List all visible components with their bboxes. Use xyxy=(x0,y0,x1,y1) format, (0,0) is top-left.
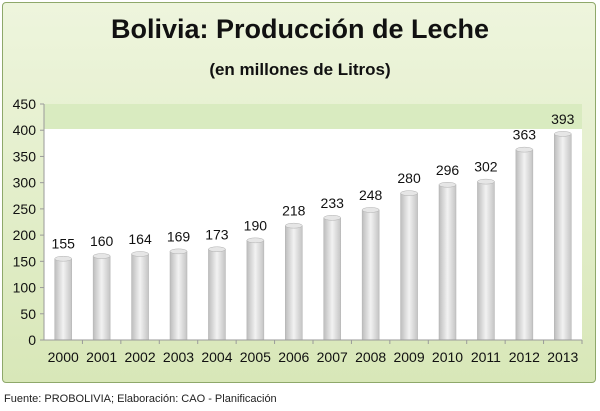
bar xyxy=(169,251,188,341)
bar-top xyxy=(477,178,495,185)
bar-top xyxy=(208,246,226,253)
x-tick-label: 2000 xyxy=(48,349,79,365)
data-label: 169 xyxy=(167,228,191,244)
data-label: 173 xyxy=(205,226,229,242)
x-tick-label: 2013 xyxy=(547,349,578,365)
bar xyxy=(554,133,572,341)
data-label: 393 xyxy=(551,111,575,127)
data-label: 190 xyxy=(244,217,268,233)
data-label: 302 xyxy=(474,159,498,175)
bar-top xyxy=(361,207,380,213)
bar xyxy=(54,258,72,341)
y-tick-label: 250 xyxy=(13,201,37,217)
bar-top xyxy=(323,215,341,221)
bar-top xyxy=(92,253,111,259)
bar-chart: 0 50 100 150 200 250 300 350 400 450 155 160 164 169… xyxy=(13,96,583,365)
x-tick-label: 2008 xyxy=(355,349,386,365)
bar xyxy=(323,217,341,341)
bar-top xyxy=(54,255,72,262)
bar xyxy=(92,255,111,341)
source-note: Fuente: PROBOLIVIA; Elaboración: CAO - P… xyxy=(4,393,277,405)
y-tick-label: 150 xyxy=(13,253,37,269)
y-tick-label: 350 xyxy=(13,148,37,164)
bar-top xyxy=(285,222,303,229)
bar xyxy=(285,225,303,341)
data-label: 233 xyxy=(321,195,345,211)
x-tick-label: 2005 xyxy=(240,349,271,365)
data-label: 248 xyxy=(359,187,383,203)
x-tick-label: 2004 xyxy=(201,349,232,365)
y-tick-label: 0 xyxy=(28,332,36,348)
bar xyxy=(515,149,534,341)
bar xyxy=(477,181,495,341)
y-tick-label: 200 xyxy=(13,227,37,243)
bar-top xyxy=(169,248,188,255)
bar xyxy=(438,184,457,341)
bar xyxy=(246,240,265,341)
bar xyxy=(131,253,149,341)
bar-top xyxy=(515,146,534,153)
bar-top xyxy=(554,131,572,137)
data-label: 280 xyxy=(397,170,421,186)
x-tick-label: 2002 xyxy=(124,349,155,365)
x-tick-label: 2001 xyxy=(86,349,117,365)
x-tick-label: 2006 xyxy=(278,349,309,365)
x-tick-label: 2007 xyxy=(317,349,348,365)
y-tick-label: 400 xyxy=(13,122,37,138)
data-label: 218 xyxy=(282,203,306,219)
x-tick-label: 2012 xyxy=(509,349,540,365)
y-tick-label: 450 xyxy=(13,96,37,112)
bar xyxy=(208,249,226,341)
bar-top xyxy=(400,190,418,196)
plot-top-band xyxy=(44,104,582,129)
bar-top xyxy=(246,237,265,244)
chart-title: Bolivia: Producción de Leche xyxy=(110,14,490,44)
y-tick-label: 300 xyxy=(13,175,37,191)
plot-area xyxy=(44,104,582,340)
y-tick-label: 100 xyxy=(13,280,37,296)
data-label: 164 xyxy=(128,231,152,247)
x-tick-label: 2003 xyxy=(163,349,194,365)
chart-subtitle: (en millones de Litros) xyxy=(209,60,391,79)
data-label: 155 xyxy=(52,236,76,252)
data-label: 160 xyxy=(90,233,114,249)
x-tick-label: 2010 xyxy=(432,349,463,365)
bar-top xyxy=(438,182,457,188)
y-tick-label: 50 xyxy=(20,306,36,322)
x-tick-label: 2009 xyxy=(393,349,424,365)
data-label: 296 xyxy=(436,162,460,178)
bar-top xyxy=(131,251,149,257)
x-tick-label: 2011 xyxy=(471,349,501,365)
bar xyxy=(361,209,380,341)
data-label: 363 xyxy=(513,127,537,143)
bar xyxy=(400,192,418,341)
